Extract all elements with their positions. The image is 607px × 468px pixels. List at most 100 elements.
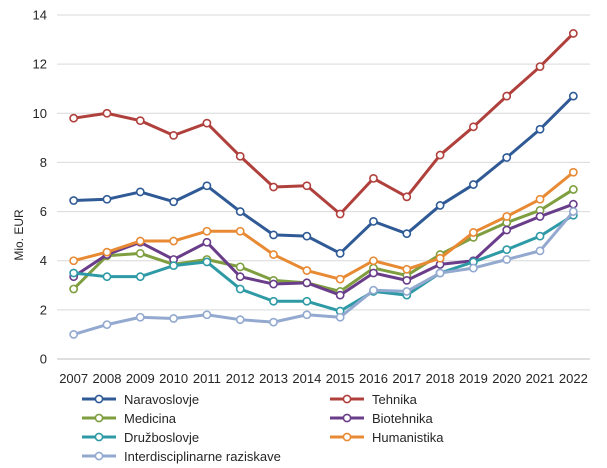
series-line — [72, 202, 574, 297]
data-point — [535, 62, 545, 71]
data-point — [302, 231, 312, 241]
x-tick-label: 2012 — [226, 371, 255, 386]
data-point — [269, 317, 278, 327]
y-tick-label: 2 — [40, 302, 47, 317]
data-point — [402, 275, 412, 285]
data-point — [568, 91, 578, 101]
x-tick-label: 2018 — [426, 371, 455, 386]
data-point — [335, 209, 345, 219]
data-point — [69, 196, 79, 205]
y-tick-label: 4 — [40, 253, 47, 268]
legend-item: Biotehnika — [328, 409, 433, 427]
legend: Naravoslovje Tehnika Medicina Biotehnika Dru… — [80, 390, 600, 466]
data-point — [235, 272, 245, 282]
data-point — [102, 194, 112, 204]
data-point — [235, 207, 245, 216]
data-point — [235, 151, 245, 161]
data-point — [69, 330, 79, 339]
y-axis-ticks: 0 2 4 6 8 10 12 14 — [33, 8, 47, 367]
y-tick-label: 6 — [40, 204, 47, 219]
legend-item: Naravoslovje — [80, 390, 199, 408]
data-point — [102, 247, 112, 257]
x-tick-label: 2021 — [526, 371, 555, 386]
x-tick-label: 2019 — [459, 371, 488, 386]
data-point — [102, 108, 112, 118]
legend-item: Tehnika — [328, 390, 417, 408]
legend-label: Biotehnika — [372, 410, 433, 426]
series-line — [72, 188, 575, 293]
legend-swatch — [82, 432, 116, 442]
data-point — [469, 263, 478, 273]
x-tick-label: 2014 — [292, 371, 321, 386]
data-point — [402, 287, 412, 296]
data-point — [269, 250, 278, 259]
data-point — [269, 230, 278, 240]
data-point — [535, 194, 545, 204]
x-tick-label: 2008 — [93, 371, 122, 386]
x-tick-label: 2010 — [159, 371, 188, 386]
data-point — [435, 150, 445, 160]
legend-label: Interdisciplinarne raziskave — [124, 448, 281, 464]
x-axis-ticks: 2007 2008 2009 2010 2011 2012 2013 2014 2015 2016… — [59, 371, 588, 386]
data-point — [135, 116, 145, 126]
series-4 — [69, 199, 578, 300]
data-point — [402, 229, 412, 239]
data-point — [502, 212, 512, 221]
y-tick-label: 12 — [33, 57, 47, 72]
data-point — [535, 246, 545, 256]
data-point — [302, 278, 312, 288]
legend-label: Tehnika — [372, 391, 417, 407]
data-point — [169, 261, 178, 271]
data-point — [502, 225, 512, 235]
y-tick-label: 0 — [40, 352, 47, 367]
series-line — [73, 32, 575, 216]
data-point — [435, 253, 445, 263]
x-tick-label: 2007 — [59, 371, 88, 386]
data-point — [502, 255, 512, 264]
series-lines — [69, 29, 578, 339]
data-point — [335, 274, 345, 284]
data-point — [369, 256, 378, 266]
y-tick-label: 8 — [40, 155, 47, 170]
data-point — [402, 264, 412, 274]
legend-swatch — [82, 413, 116, 423]
legend-swatch — [330, 413, 364, 423]
x-tick-label: 2020 — [492, 371, 521, 386]
x-tick-label: 2011 — [193, 371, 221, 386]
series-6 — [69, 167, 578, 284]
data-point — [402, 192, 412, 202]
data-point — [169, 197, 178, 207]
legend-swatch — [330, 432, 364, 442]
data-point — [269, 296, 278, 306]
data-point — [535, 124, 545, 134]
data-point — [502, 245, 512, 255]
data-point — [469, 180, 478, 189]
x-tick-label: 2022 — [559, 371, 588, 386]
data-point — [69, 268, 79, 278]
data-point — [69, 256, 79, 266]
data-point — [535, 212, 545, 221]
data-point — [369, 285, 378, 295]
data-point — [335, 312, 345, 322]
data-point — [369, 268, 378, 278]
data-point — [135, 187, 145, 197]
x-tick-label: 2017 — [392, 371, 421, 386]
x-tick-label: 2016 — [359, 371, 388, 386]
data-point — [269, 182, 278, 192]
data-point — [269, 279, 278, 289]
data-point — [535, 231, 545, 241]
gridlines — [57, 14, 590, 360]
data-point — [169, 236, 178, 246]
x-tick-label: 2013 — [259, 371, 288, 386]
legend-item: Interdisciplinarne raziskave — [80, 447, 281, 465]
series-2 — [69, 29, 578, 219]
x-tick-label: 2009 — [126, 371, 155, 386]
data-point — [302, 181, 312, 191]
data-point — [135, 248, 145, 258]
data-point — [302, 296, 312, 306]
series-line — [73, 171, 575, 281]
series-1 — [69, 91, 578, 258]
data-point — [568, 167, 578, 177]
series-5 — [69, 210, 578, 316]
